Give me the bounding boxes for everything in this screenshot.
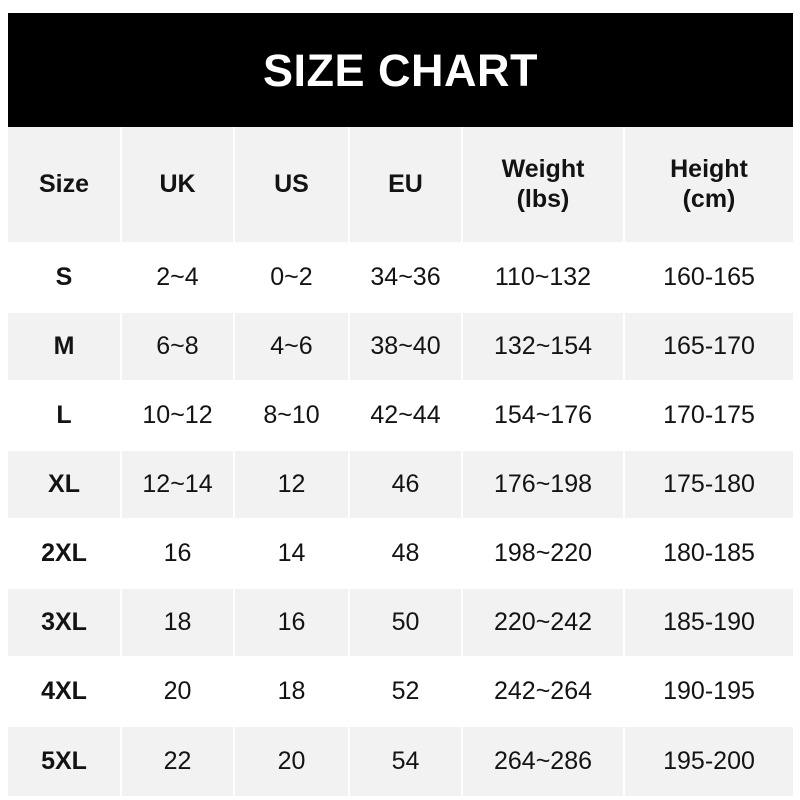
column-header-label: Height: [670, 155, 748, 183]
cell-us: 16: [235, 589, 350, 658]
cell-us: 8~10: [235, 382, 350, 451]
column-header-unit: (lbs): [516, 184, 570, 213]
cell-uk: 22: [122, 727, 235, 796]
cell-us: 4~6: [235, 313, 350, 382]
cell-uk: 20: [122, 658, 235, 727]
cell-height: 195-200: [625, 727, 793, 796]
cell-uk: 16: [122, 520, 235, 589]
cell-eu: 38~40: [350, 313, 463, 382]
size-chart-table: Size UK US EU Weight (lbs) Height (cm) S 2~4 0~2 3…: [8, 127, 793, 796]
cell-height: 170-175: [625, 382, 793, 451]
cell-weight: 242~264: [463, 658, 625, 727]
column-header-height: Height (cm): [625, 127, 793, 244]
cell-weight: 176~198: [463, 451, 625, 520]
cell-uk: 6~8: [122, 313, 235, 382]
cell-eu: 48: [350, 520, 463, 589]
cell-uk: 10~12: [122, 382, 235, 451]
column-header-uk: UK: [122, 127, 235, 244]
table-row: 2XL 16 14 48 198~220 180-185: [8, 520, 793, 589]
table-row: 3XL 18 16 50 220~242 185-190: [8, 589, 793, 658]
cell-size: 5XL: [8, 727, 122, 796]
cell-eu: 52: [350, 658, 463, 727]
cell-us: 18: [235, 658, 350, 727]
cell-uk: 18: [122, 589, 235, 658]
cell-weight: 154~176: [463, 382, 625, 451]
table-row: 5XL 22 20 54 264~286 195-200: [8, 727, 793, 796]
cell-weight: 132~154: [463, 313, 625, 382]
size-chart-container: SIZE CHART Size UK US EU Weight (lbs) Height (c…: [8, 13, 793, 796]
cell-us: 14: [235, 520, 350, 589]
table-row: M 6~8 4~6 38~40 132~154 165-170: [8, 313, 793, 382]
cell-size: XL: [8, 451, 122, 520]
cell-weight: 220~242: [463, 589, 625, 658]
column-header-label: UK: [159, 169, 196, 198]
cell-size: M: [8, 313, 122, 382]
cell-height: 160-165: [625, 244, 793, 313]
cell-height: 185-190: [625, 589, 793, 658]
cell-height: 175-180: [625, 451, 793, 520]
column-header-weight: Weight (lbs): [463, 127, 625, 244]
cell-weight: 198~220: [463, 520, 625, 589]
cell-height: 180-185: [625, 520, 793, 589]
table-row: L 10~12 8~10 42~44 154~176 170-175: [8, 382, 793, 451]
table-row: 4XL 20 18 52 242~264 190-195: [8, 658, 793, 727]
cell-size: 2XL: [8, 520, 122, 589]
cell-us: 20: [235, 727, 350, 796]
cell-eu: 50: [350, 589, 463, 658]
table-header: Size UK US EU Weight (lbs) Height (cm): [8, 127, 793, 244]
cell-uk: 12~14: [122, 451, 235, 520]
cell-eu: 34~36: [350, 244, 463, 313]
cell-weight: 264~286: [463, 727, 625, 796]
column-header-unit: (cm): [682, 184, 736, 213]
cell-eu: 46: [350, 451, 463, 520]
cell-height: 190-195: [625, 658, 793, 727]
cell-height: 165-170: [625, 313, 793, 382]
column-header-label: US: [274, 169, 309, 198]
cell-eu: 54: [350, 727, 463, 796]
cell-weight: 110~132: [463, 244, 625, 313]
table-row: S 2~4 0~2 34~36 110~132 160-165: [8, 244, 793, 313]
cell-size: 4XL: [8, 658, 122, 727]
page-title: SIZE CHART: [263, 44, 538, 96]
table-body: S 2~4 0~2 34~36 110~132 160-165 M 6~8 4~6 38~40 13…: [8, 244, 793, 796]
title-banner: SIZE CHART: [8, 13, 793, 127]
column-header-us: US: [235, 127, 350, 244]
cell-size: 3XL: [8, 589, 122, 658]
column-header-label: Weight: [501, 155, 585, 183]
table-row: XL 12~14 12 46 176~198 175-180: [8, 451, 793, 520]
cell-us: 0~2: [235, 244, 350, 313]
cell-size: S: [8, 244, 122, 313]
column-header-size: Size: [8, 127, 122, 244]
cell-uk: 2~4: [122, 244, 235, 313]
column-header-eu: EU: [350, 127, 463, 244]
cell-eu: 42~44: [350, 382, 463, 451]
cell-us: 12: [235, 451, 350, 520]
column-header-label: EU: [388, 169, 423, 198]
cell-size: L: [8, 382, 122, 451]
column-header-label: Size: [38, 169, 90, 198]
header-row: Size UK US EU Weight (lbs) Height (cm): [8, 127, 793, 244]
